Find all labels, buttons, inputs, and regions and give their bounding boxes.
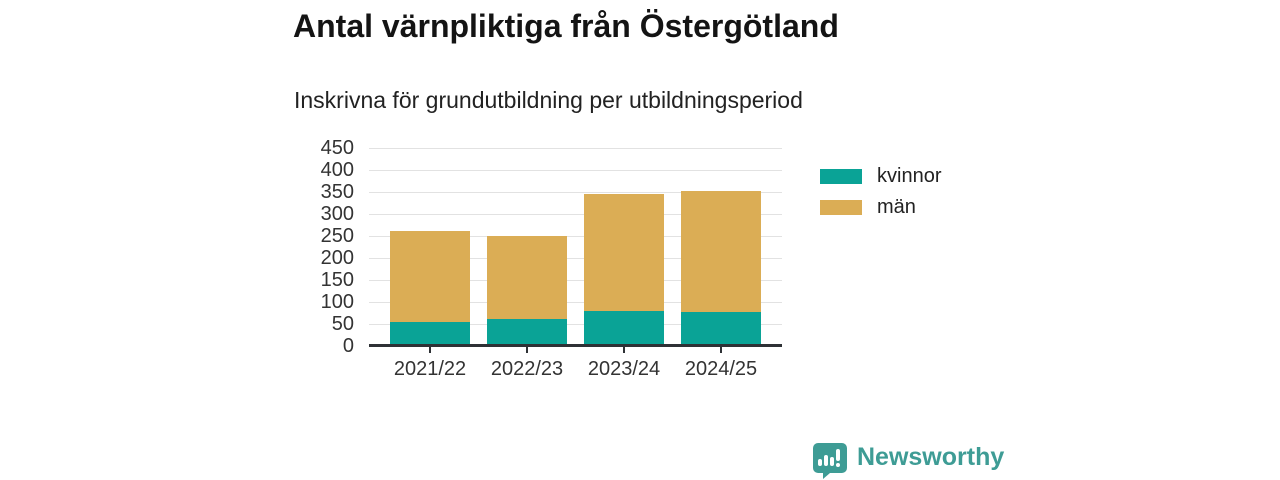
- newsworthy-logo-icon: [813, 443, 847, 479]
- legend-swatch-man: [820, 199, 862, 215]
- legend-label-man: män: [877, 195, 916, 218]
- y-axis-tick-label: 350: [320, 181, 354, 203]
- x-axis-tick-label: 2024/25: [684, 358, 758, 380]
- legend-item-kvinnor: kvinnor: [820, 164, 942, 187]
- gridline-350: [369, 191, 782, 193]
- y-axis-tick-label: 250: [320, 225, 354, 247]
- chart-title: Antal värnpliktiga från Östergötland: [293, 8, 839, 44]
- legend-item-man: män: [820, 195, 941, 218]
- bar-segment-män-2021-22: [390, 230, 470, 322]
- bar-segment-män-2022-23: [487, 236, 567, 319]
- bar-segment-kvinnor-2021-22: [390, 321, 470, 346]
- x-axis-tick-label: 2021/22: [393, 358, 467, 380]
- bar-segment-män-2023-24: [584, 193, 664, 311]
- legend-swatch-kvinnor: [820, 168, 862, 184]
- chart-subtitle: Inskrivna för grundutbildning per utbild…: [294, 87, 803, 113]
- bar-segment-kvinnor-2023-24: [584, 310, 664, 346]
- y-axis-tick-label: 100: [320, 291, 354, 313]
- y-axis-tick-label: 200: [320, 247, 354, 269]
- x-axis-tick-mark: [720, 346, 722, 353]
- bar-segment-män-2024-25: [681, 191, 761, 313]
- gridline-200: [369, 257, 782, 259]
- gridline-100: [369, 301, 782, 303]
- x-axis-line: [369, 344, 782, 347]
- x-axis-tick-label: 2023/24: [587, 358, 661, 380]
- y-axis-tick-label: 300: [320, 203, 354, 225]
- y-axis-tick-label: 400: [320, 159, 354, 181]
- x-axis-tick-mark: [429, 346, 431, 353]
- x-axis-tick-mark: [623, 346, 625, 353]
- y-axis-tick-label: 50: [331, 313, 354, 335]
- x-axis-tick-mark: [526, 346, 528, 353]
- newsworthy-branding: Newsworthy: [810, 441, 1004, 479]
- gridline-450: [369, 147, 782, 149]
- bar-segment-kvinnor-2024-25: [681, 312, 761, 346]
- gridline-300: [369, 213, 782, 215]
- gridline-150: [369, 279, 782, 281]
- gridline-250: [369, 235, 782, 237]
- y-axis-tick-label: 450: [320, 137, 354, 159]
- legend-label-kvinnor: kvinnor: [877, 164, 942, 187]
- y-axis-tick-label: 150: [320, 269, 354, 291]
- bar-segment-kvinnor-2022-23: [487, 318, 567, 346]
- y-axis-tick-label: 0: [342, 335, 354, 357]
- x-axis-tick-label: 2022/23: [490, 358, 564, 380]
- gridline-400: [369, 169, 782, 171]
- gridline-50: [369, 323, 782, 325]
- newsworthy-logo-text: Newsworthy: [857, 442, 1005, 471]
- legend: kvinnor män: [820, 164, 942, 228]
